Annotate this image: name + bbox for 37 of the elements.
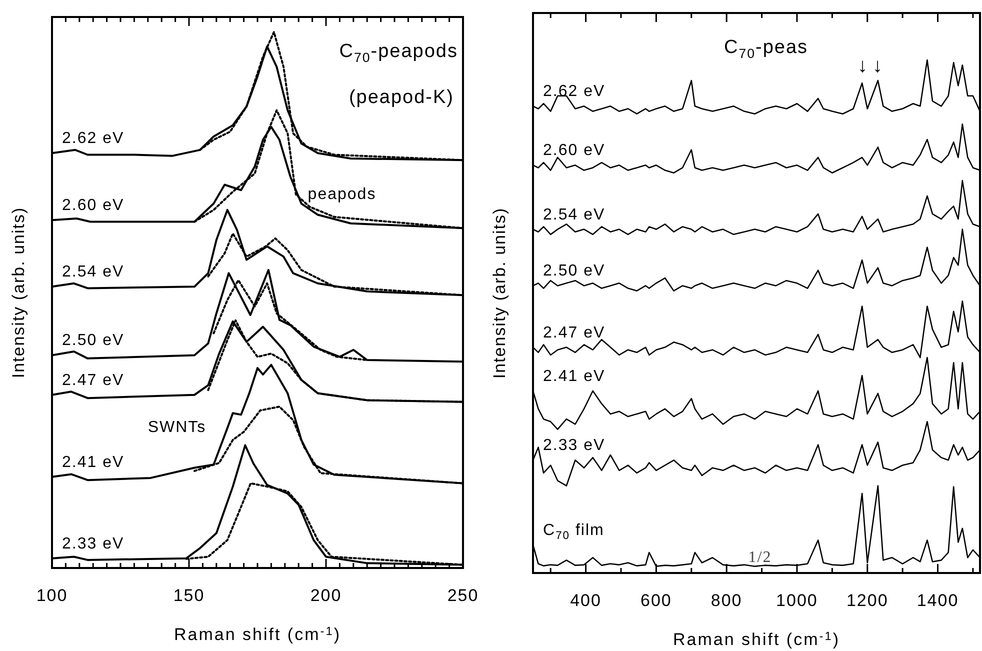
series-label: C$_{70}$ film [543, 522, 604, 542]
x-tick-label: 800 [710, 591, 742, 610]
series-label: 2.47 eV [543, 324, 606, 342]
y-axis-title: Intensity (arb. units) [490, 207, 509, 379]
x-tick-label: 200 [310, 586, 342, 605]
x-tick-label: 100 [36, 586, 68, 605]
x-tick-label: 1200 [846, 591, 888, 610]
series-label: 2.41 eV [543, 368, 606, 385]
series-label: 2.54 eV [543, 206, 606, 224]
annotation: ↓ [872, 55, 884, 78]
x-tick-label: 600 [640, 591, 672, 610]
x-axis-title: Raman shift (cm$^{-1}$) [174, 624, 341, 644]
text: C$_{70}$-peapods [339, 41, 458, 65]
series-label: 2.50 eV [62, 332, 124, 350]
y-axis-title: Intensity (arb. units) [9, 206, 28, 378]
x-tick-label: 1000 [776, 591, 818, 610]
series-label: 2.41 eV [62, 454, 124, 471]
x-tick-label: 1400 [916, 591, 959, 610]
series-label: 2.47 eV [62, 372, 124, 389]
series-label: 2.62 eV [62, 130, 124, 148]
x-tick-label: 150 [173, 586, 205, 605]
x-axis-title: Raman shift (cm$^{-1}$) [673, 628, 840, 649]
series-label: 2.50 eV [543, 262, 606, 280]
annotation: 1/2 [748, 548, 772, 566]
text: (peapod-K) [348, 87, 454, 108]
series-label: 2.54 eV [62, 264, 124, 281]
series-label: 2.60 eV [543, 142, 606, 160]
annotation: ↓ [858, 55, 868, 78]
chart-title: C$_{70}$-peas [724, 37, 808, 61]
x-tick-label: 400 [570, 591, 602, 610]
annotation: peapods [308, 186, 376, 204]
series-label: 2.33 eV [543, 437, 606, 454]
series-label: 2.60 eV [62, 197, 124, 214]
x-tick-label: 250 [447, 586, 479, 605]
annotation: SWNTs [148, 419, 206, 436]
series-label: 2.33 eV [62, 535, 124, 552]
series-label: 2.62 eV [543, 83, 606, 100]
